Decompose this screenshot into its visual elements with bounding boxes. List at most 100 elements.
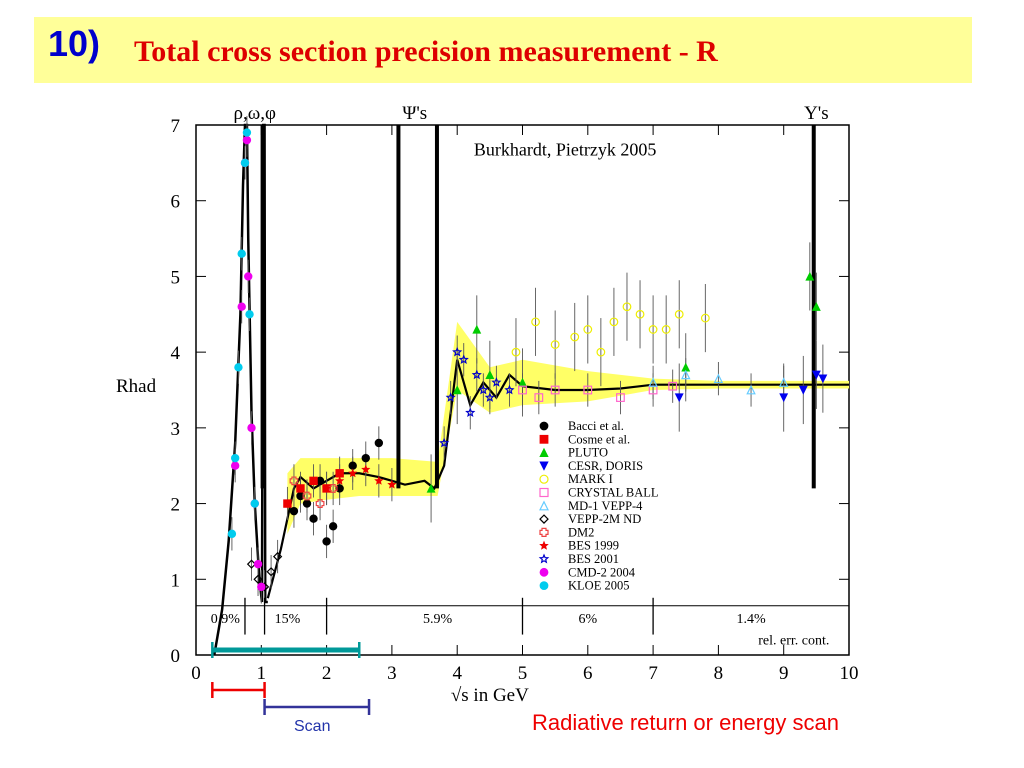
data-point xyxy=(315,499,325,508)
data-point xyxy=(616,393,625,402)
x-axis-label: √s in GeV xyxy=(451,685,529,706)
title-number: 10) xyxy=(48,23,101,64)
title-bar: 10) Total cross section precision measur… xyxy=(34,17,972,83)
data-point xyxy=(674,393,684,403)
data-point xyxy=(296,484,305,493)
legend-marker xyxy=(539,500,549,511)
data-point xyxy=(309,514,318,523)
data-point xyxy=(230,461,240,470)
data-point xyxy=(250,499,259,508)
data-point xyxy=(439,437,450,448)
data-point xyxy=(648,325,658,334)
x-tick-label: 3 xyxy=(387,663,397,684)
data-point xyxy=(374,476,384,485)
legend-label: MARK I xyxy=(568,472,613,486)
y-axis-label: Rhad xyxy=(116,376,157,397)
y-tick-label: 5 xyxy=(171,267,181,288)
data-point xyxy=(234,363,243,372)
data-point xyxy=(289,476,299,486)
data-point xyxy=(452,385,462,395)
data-point xyxy=(321,483,332,493)
legend-marker xyxy=(539,421,549,431)
data-point xyxy=(289,506,299,516)
data-point xyxy=(818,374,828,384)
x-tick-label: 9 xyxy=(779,663,789,684)
data-point xyxy=(668,381,678,391)
data-point xyxy=(491,377,502,387)
data-point xyxy=(452,346,463,357)
legend-label: KLOE 2005 xyxy=(568,579,629,593)
data-point xyxy=(302,491,312,501)
data-point xyxy=(266,567,276,577)
legend-marker xyxy=(539,527,549,537)
legend-marker xyxy=(539,540,549,550)
data-point xyxy=(680,369,691,380)
data-point xyxy=(237,249,246,258)
legend-marker xyxy=(539,567,549,577)
data-point xyxy=(518,385,527,395)
data-point xyxy=(531,317,540,327)
data-point xyxy=(798,385,808,395)
data-point xyxy=(309,476,318,486)
resonance-label: Ψ's xyxy=(402,103,427,124)
data-point xyxy=(805,271,815,281)
data-point xyxy=(635,309,645,319)
data-point xyxy=(283,499,292,508)
data-point xyxy=(746,384,756,395)
data-point xyxy=(374,438,384,448)
data-point xyxy=(609,317,619,327)
data-point xyxy=(550,340,560,349)
y-tick-label: 4 xyxy=(171,343,181,364)
data-point xyxy=(245,310,254,319)
x-tick-label: 7 xyxy=(648,663,658,684)
legend-marker xyxy=(539,474,549,484)
data-point xyxy=(485,370,495,380)
y-tick-label: 2 xyxy=(171,495,181,516)
y-tick-label: 1 xyxy=(171,570,181,591)
legend-label: PLUTO xyxy=(568,446,608,460)
data-point xyxy=(511,347,521,357)
y-tick-label: 7 xyxy=(171,116,181,137)
data-point xyxy=(242,128,252,137)
data-point xyxy=(387,479,397,489)
legend-marker xyxy=(539,461,549,471)
data-point xyxy=(713,373,724,384)
data-point xyxy=(583,325,593,334)
legend-label: CMD-2 2004 xyxy=(568,565,636,579)
data-point xyxy=(779,393,789,403)
title-text: Total cross section precision measuremen… xyxy=(134,35,718,68)
data-point xyxy=(227,529,237,539)
legend-label: BES 2001 xyxy=(568,552,619,566)
data-point xyxy=(534,393,544,402)
data-point xyxy=(426,483,436,493)
data-point xyxy=(648,377,658,387)
legend-label: MD-1 VEPP-4 xyxy=(568,499,643,513)
legend-label: BES 1999 xyxy=(568,539,619,553)
data-point xyxy=(550,385,560,395)
legend-marker xyxy=(539,447,549,458)
data-point xyxy=(230,453,240,463)
data-point xyxy=(674,309,684,319)
legend-marker xyxy=(539,581,549,590)
scan-label: Scan xyxy=(294,718,331,735)
x-tick-label: 6 xyxy=(583,663,593,684)
data-point xyxy=(302,499,312,508)
data-point xyxy=(335,476,345,485)
y-tick-label: 6 xyxy=(171,192,181,213)
data-point xyxy=(253,574,263,584)
y-tick-label: 3 xyxy=(171,419,181,440)
data-point xyxy=(471,369,482,380)
err-region-label: 6% xyxy=(578,612,597,627)
err-region-label: 1.4% xyxy=(736,612,766,627)
data-point xyxy=(240,158,250,168)
data-point xyxy=(242,135,252,145)
data-point xyxy=(322,537,331,546)
data-point xyxy=(328,522,338,531)
data-point xyxy=(583,385,593,395)
legend-label: Bacci et al. xyxy=(568,419,624,433)
legend-label: VEPP-2M ND xyxy=(568,512,641,526)
data-point xyxy=(811,370,821,380)
legend-label: Cosme et al. xyxy=(568,432,630,446)
data-point xyxy=(237,302,246,311)
rho-omega-phi-curve xyxy=(213,123,268,656)
